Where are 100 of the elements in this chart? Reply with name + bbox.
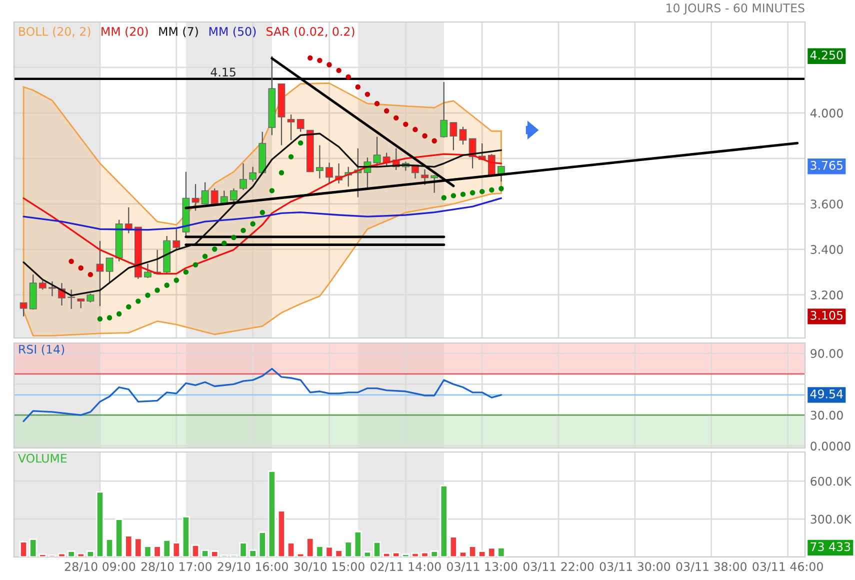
point <box>231 234 236 240</box>
point <box>317 58 322 64</box>
candlestick <box>459 126 467 146</box>
x-tick-label: 03/11 46:00 <box>752 562 823 572</box>
candlestick <box>96 240 104 307</box>
point <box>432 138 437 144</box>
x-tick-label: 02/11 14:00 <box>370 562 441 572</box>
point <box>364 92 370 97</box>
x-tick-label: 28/10 09:00 <box>64 562 136 572</box>
candlestick <box>430 174 438 194</box>
point <box>269 188 275 194</box>
point <box>174 278 179 283</box>
point <box>374 101 380 106</box>
point <box>202 254 208 259</box>
point <box>326 62 332 68</box>
candlestick <box>373 136 381 168</box>
line-series <box>22 132 502 296</box>
y-tick-label: 3.400 <box>810 245 843 254</box>
point <box>460 192 466 197</box>
line-series <box>22 197 502 231</box>
candlestick <box>450 122 458 151</box>
candlestick <box>316 144 324 179</box>
candlestick <box>20 302 28 317</box>
text: RSI (14) <box>19 344 64 356</box>
text: 3.105 <box>810 310 843 320</box>
point <box>222 240 227 246</box>
y-tick-label: 4.000 <box>810 108 843 118</box>
y-tick-label: 90.00 <box>810 349 843 358</box>
point <box>480 188 485 194</box>
point <box>298 140 304 146</box>
candlestick <box>287 114 295 141</box>
point <box>250 221 256 226</box>
candlestick <box>201 182 209 204</box>
candlestick <box>296 118 304 132</box>
x-tick-label: 03/11 22:00 <box>523 562 594 572</box>
ref-line-label: 49.54 <box>810 389 843 398</box>
line-series <box>22 368 502 422</box>
candlestick <box>249 166 257 182</box>
candlestick <box>440 81 448 138</box>
text: MM (50) <box>209 26 256 38</box>
candlestick <box>230 188 238 202</box>
candlestick <box>77 298 85 309</box>
point <box>422 133 428 138</box>
candlestick <box>192 184 200 212</box>
x-tick-label: 03/11 38:00 <box>676 562 746 572</box>
point <box>145 292 150 298</box>
point <box>97 316 103 322</box>
candlestick <box>68 289 76 310</box>
text: MM (20) <box>102 26 148 38</box>
x-tick-label: 03/11 13:00 <box>446 562 518 572</box>
candlestick <box>172 228 180 250</box>
point <box>192 262 198 268</box>
point <box>154 288 160 293</box>
x-tick-label: 28/10 17:00 <box>141 562 212 572</box>
point <box>260 210 265 216</box>
ref-line-label: 4.15 <box>210 68 236 77</box>
point <box>240 228 246 234</box>
candlestick <box>240 162 247 191</box>
point <box>441 195 446 200</box>
chart-subtitle: 10 JOURS - 60 MINUTES <box>666 3 804 15</box>
text: MM (7) <box>159 26 198 38</box>
candlestick <box>421 168 428 186</box>
candlestick <box>144 263 152 279</box>
series-label: SAR (0.02, 0.2) <box>266 26 354 38</box>
point <box>212 246 218 252</box>
point <box>384 108 390 114</box>
point <box>308 55 313 61</box>
point <box>288 154 294 160</box>
y-tick-label: 300.0K <box>810 514 852 524</box>
point <box>403 122 408 127</box>
point <box>88 272 94 278</box>
point <box>136 298 141 304</box>
candlestick <box>106 257 114 283</box>
point <box>498 186 504 192</box>
y-tick-label: 600.0K <box>810 476 852 486</box>
text: 73 433 <box>810 542 850 552</box>
y-tick-label: 3.600 <box>810 200 843 209</box>
text: 4.250 <box>810 50 843 60</box>
point <box>336 68 342 74</box>
text: 3.765 <box>810 160 843 170</box>
point <box>450 193 456 198</box>
y-tick-label: 30.00 <box>810 410 843 420</box>
candlestick <box>48 280 56 297</box>
point <box>346 74 351 80</box>
legend-label: BOLL (20, 2) <box>19 26 90 38</box>
point <box>78 265 84 271</box>
point <box>164 282 170 288</box>
text: VOLUME <box>18 454 67 463</box>
point <box>183 269 189 275</box>
point <box>126 304 132 310</box>
candlestick <box>326 162 333 184</box>
point <box>68 258 74 264</box>
point <box>394 115 399 121</box>
point <box>116 311 122 316</box>
point <box>489 187 494 193</box>
point <box>470 190 476 196</box>
point <box>412 126 418 132</box>
x-tick-label: 03/11 30:00 <box>600 562 670 572</box>
point <box>278 170 284 176</box>
y-tick-label: 0.0000 <box>810 442 850 451</box>
